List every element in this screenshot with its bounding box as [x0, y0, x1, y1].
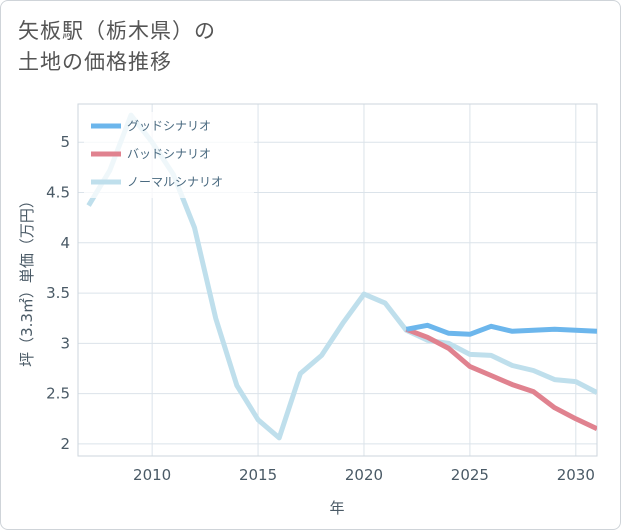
- legend-label: バッドシナリオ: [127, 147, 211, 161]
- chart-title: 矢板駅（栃木県）の 土地の価格推移: [18, 16, 216, 78]
- x-tick-label: 2010: [133, 466, 171, 484]
- y-tick-label: 2.5: [46, 385, 70, 403]
- x-axis-title: 年: [329, 499, 344, 517]
- x-tick-label: 2020: [345, 466, 383, 484]
- y-tick-label: 2: [60, 435, 70, 453]
- y-tick-label: 3.5: [46, 284, 70, 302]
- x-tick-label: 2025: [451, 466, 489, 484]
- legend-label: グッドシナリオ: [127, 119, 211, 133]
- legend-label: ノーマルシナリオ: [127, 175, 223, 189]
- y-tick-label: 3: [60, 334, 70, 352]
- x-tick-label: 2015: [239, 466, 277, 484]
- chart-title-line2: 土地の価格推移: [18, 50, 172, 74]
- series-line-bad: [405, 326, 597, 432]
- grid-lines: [78, 104, 597, 456]
- plot-frame: [77, 103, 598, 457]
- y-tick-label: 4.5: [46, 184, 70, 202]
- y-axis-title: 坪（3.3㎡）単価（万円）: [18, 193, 36, 367]
- x-tick-label: 2030: [557, 466, 595, 484]
- series-line-good: [405, 322, 597, 337]
- y-tick-label: 4: [60, 234, 70, 252]
- chart-title-line1: 矢板駅（栃木県）の: [18, 19, 216, 43]
- y-tick-label: 5: [60, 133, 70, 151]
- y-axis-ticks: 2 2.5 3 3.5 4 4.5 5: [46, 133, 70, 453]
- x-axis-ticks: 2010 2015 2020 2025 2030: [133, 466, 595, 484]
